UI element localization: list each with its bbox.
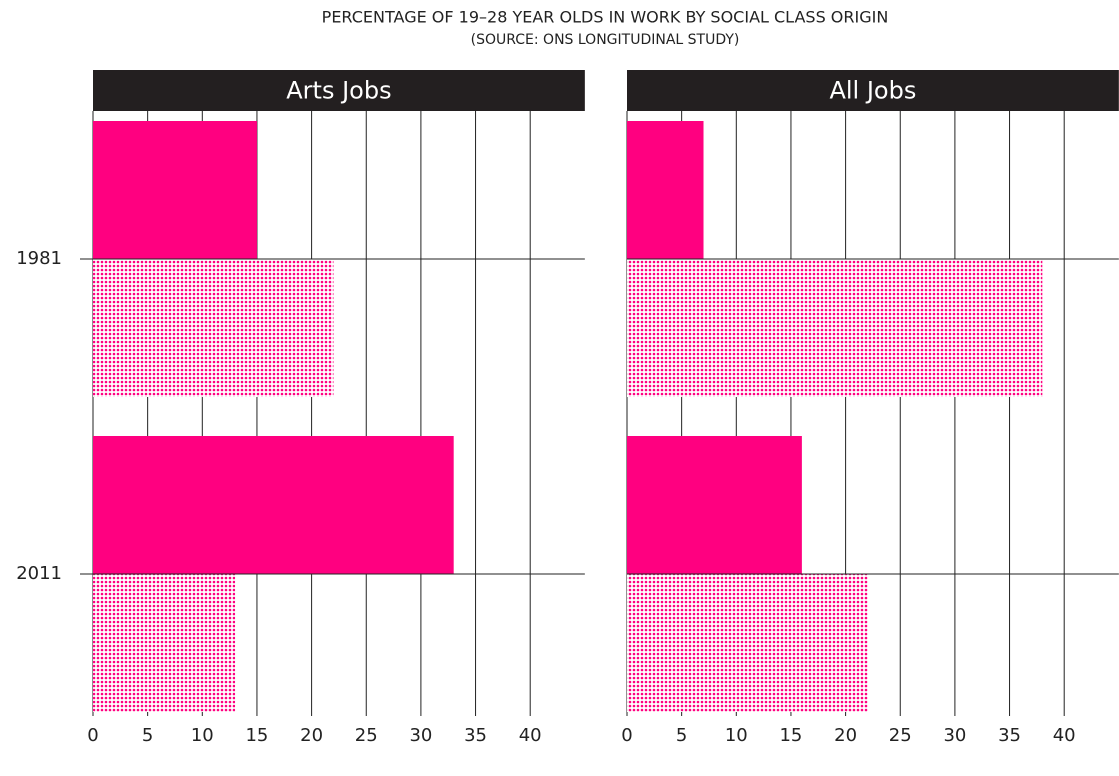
y-tick-label: 1981 — [16, 248, 62, 269]
chart-subtitle: (SOURCE: ONS LONGITUDINAL STUDY) — [471, 32, 740, 48]
x-tick-label: 10 — [725, 725, 748, 746]
x-tick-label: 15 — [245, 725, 268, 746]
x-tick-label: 40 — [1053, 725, 1076, 746]
x-tick-label: 20 — [300, 725, 323, 746]
bar — [627, 436, 802, 574]
x-tick-label: 10 — [191, 725, 214, 746]
panel-header — [627, 70, 1119, 111]
x-tick-label: 5 — [676, 725, 687, 746]
panel-title: All Jobs — [829, 77, 916, 105]
x-tick-label: 30 — [943, 725, 966, 746]
x-tick-label: 35 — [998, 725, 1021, 746]
bar — [627, 574, 868, 712]
bar — [93, 574, 236, 712]
x-tick-label: 20 — [834, 725, 857, 746]
panel-title: Arts Jobs — [286, 77, 391, 105]
bar — [93, 259, 334, 397]
x-tick-label: 15 — [779, 725, 802, 746]
x-tick-label: 0 — [621, 725, 632, 746]
x-tick-label: 25 — [889, 725, 912, 746]
panel-header — [93, 70, 585, 111]
x-tick-label: 30 — [409, 725, 432, 746]
x-tick-label: 35 — [464, 725, 487, 746]
bar — [627, 259, 1043, 397]
y-tick-label: 2011 — [16, 563, 62, 584]
bar — [93, 436, 454, 574]
bar — [627, 121, 704, 259]
x-tick-label: 25 — [355, 725, 378, 746]
bar — [93, 121, 257, 259]
chart-title: PERCENTAGE OF 19–28 YEAR OLDS IN WORK BY… — [322, 8, 889, 27]
x-tick-label: 40 — [519, 725, 542, 746]
x-tick-label: 0 — [87, 725, 98, 746]
x-tick-label: 5 — [142, 725, 153, 746]
